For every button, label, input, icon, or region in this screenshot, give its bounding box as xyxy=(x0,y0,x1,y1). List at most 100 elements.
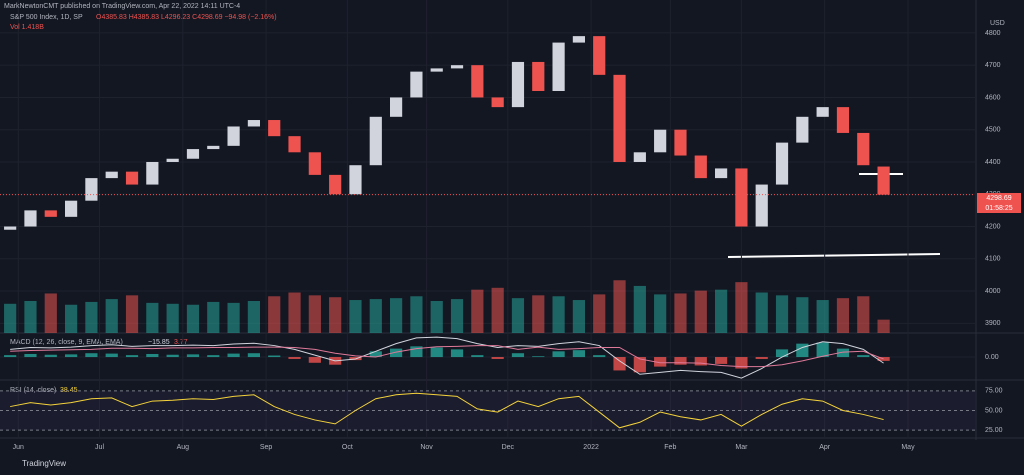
candle-body xyxy=(654,129,667,153)
price-tag-price: 4298.69 xyxy=(986,195,1011,202)
volume-bar xyxy=(349,300,362,333)
y-tick-label: 4600 xyxy=(985,94,1001,101)
candle-body xyxy=(471,65,484,98)
rsi-line xyxy=(10,392,884,429)
volume-bar xyxy=(836,298,850,333)
x-tick-label: 2022 xyxy=(583,444,599,451)
macd-hist-bar xyxy=(836,348,850,358)
volume-bar xyxy=(755,292,768,333)
candle-body xyxy=(694,155,707,179)
macd-hist-bar xyxy=(410,346,423,358)
macd-hist-bar xyxy=(857,355,870,358)
volume-bar xyxy=(511,298,525,333)
volume-bar xyxy=(450,299,464,333)
y-tick-label: 50.00 xyxy=(985,407,1003,414)
macd-hist-bar xyxy=(552,351,565,358)
y-tick-label: 4200 xyxy=(985,223,1001,230)
macd-label: MACD (12, 26, close, 9, EMA, EMA) xyxy=(10,339,123,346)
volume-bar xyxy=(44,293,57,333)
candle-body xyxy=(633,152,646,162)
volume-bar xyxy=(694,290,707,333)
macd-hist-bar xyxy=(633,357,646,373)
macd-hist-bar xyxy=(125,355,139,358)
macd-hist-bar xyxy=(491,357,504,359)
candle-body xyxy=(390,97,403,117)
candle-body xyxy=(146,161,159,185)
candle-body xyxy=(410,71,423,98)
volume-bar xyxy=(227,302,240,333)
y-tick-label: 4500 xyxy=(985,127,1001,134)
macd-line xyxy=(10,336,884,379)
x-tick-label: Jun xyxy=(13,444,24,451)
volume-bar xyxy=(857,296,870,333)
macd-hist-bar xyxy=(775,349,789,358)
currency: USD xyxy=(990,20,1005,27)
macd-hist-bar xyxy=(816,342,829,358)
y-tick-label: 0.00 xyxy=(985,354,999,361)
volume-bar xyxy=(796,297,809,333)
y-tick-label: 4100 xyxy=(985,256,1001,263)
y-tick-label: 4400 xyxy=(985,159,1001,166)
candle-body xyxy=(775,142,789,185)
y-tick-label: 4800 xyxy=(985,30,1001,37)
candle-body xyxy=(308,152,321,175)
macd-hist-bar xyxy=(796,343,809,358)
candle-body xyxy=(44,210,57,217)
candle-body xyxy=(816,107,829,117)
macd-hist-bar xyxy=(166,354,179,358)
macd-hist-bar xyxy=(247,353,260,358)
candle-body xyxy=(105,171,118,179)
macd-hist-bar xyxy=(227,353,240,358)
macd-hist-bar xyxy=(654,357,667,367)
macd-hist-bar xyxy=(613,357,626,371)
candle-body xyxy=(227,126,240,146)
x-tick-label: Feb xyxy=(664,444,676,451)
candle-body xyxy=(268,120,281,137)
candle-body xyxy=(186,149,200,159)
macd-hist-bar xyxy=(593,355,606,358)
volume-bar xyxy=(552,296,565,333)
macd-hist-bar xyxy=(4,355,17,358)
volume-bar xyxy=(430,300,443,333)
candle-body xyxy=(85,178,98,201)
x-tick-label: May xyxy=(901,444,915,451)
volume-bar xyxy=(24,300,37,333)
candle-body xyxy=(715,168,728,179)
candle-body xyxy=(125,171,139,185)
macd-hist-bar xyxy=(694,357,707,366)
macd-hist-bar xyxy=(877,357,890,361)
candle-body xyxy=(674,129,687,156)
macd-hist-bar xyxy=(511,353,525,358)
volume-bar xyxy=(308,295,321,333)
candle-body xyxy=(166,158,179,162)
volume-label: Vol 1.418B xyxy=(10,24,44,31)
x-tick-label: Sep xyxy=(260,444,273,451)
volume-bar xyxy=(877,319,890,333)
signal-line xyxy=(10,345,884,368)
macd-value: −15.85 xyxy=(148,339,170,346)
volume-bar xyxy=(410,296,423,333)
macd-hist-bar xyxy=(735,357,748,369)
candle-body xyxy=(877,166,890,195)
volume-bar xyxy=(471,289,484,333)
macd-hist-bar xyxy=(24,353,37,358)
candle-body xyxy=(65,200,78,217)
macd-hist-bar xyxy=(430,347,443,358)
candle-body xyxy=(857,132,870,166)
macd-hist-bar xyxy=(369,351,382,358)
x-tick-label: Nov xyxy=(420,444,433,451)
volume-bar xyxy=(633,285,646,333)
price-tag-countdown: 01:58:25 xyxy=(985,205,1012,212)
candle-body xyxy=(4,226,17,230)
macd-hist-bar xyxy=(146,353,159,358)
candle-body xyxy=(836,107,850,133)
candle-body xyxy=(450,65,464,69)
volume-bar xyxy=(65,304,78,333)
candle-body xyxy=(593,36,606,75)
y-tick-label: 4000 xyxy=(985,288,1001,295)
volume-bar xyxy=(532,295,545,333)
symbol: S&P 500 Index, 1D, SP xyxy=(10,14,83,21)
volume-bar xyxy=(735,282,748,333)
x-tick-label: Aug xyxy=(177,444,190,451)
macd-hist-bar xyxy=(105,353,118,358)
